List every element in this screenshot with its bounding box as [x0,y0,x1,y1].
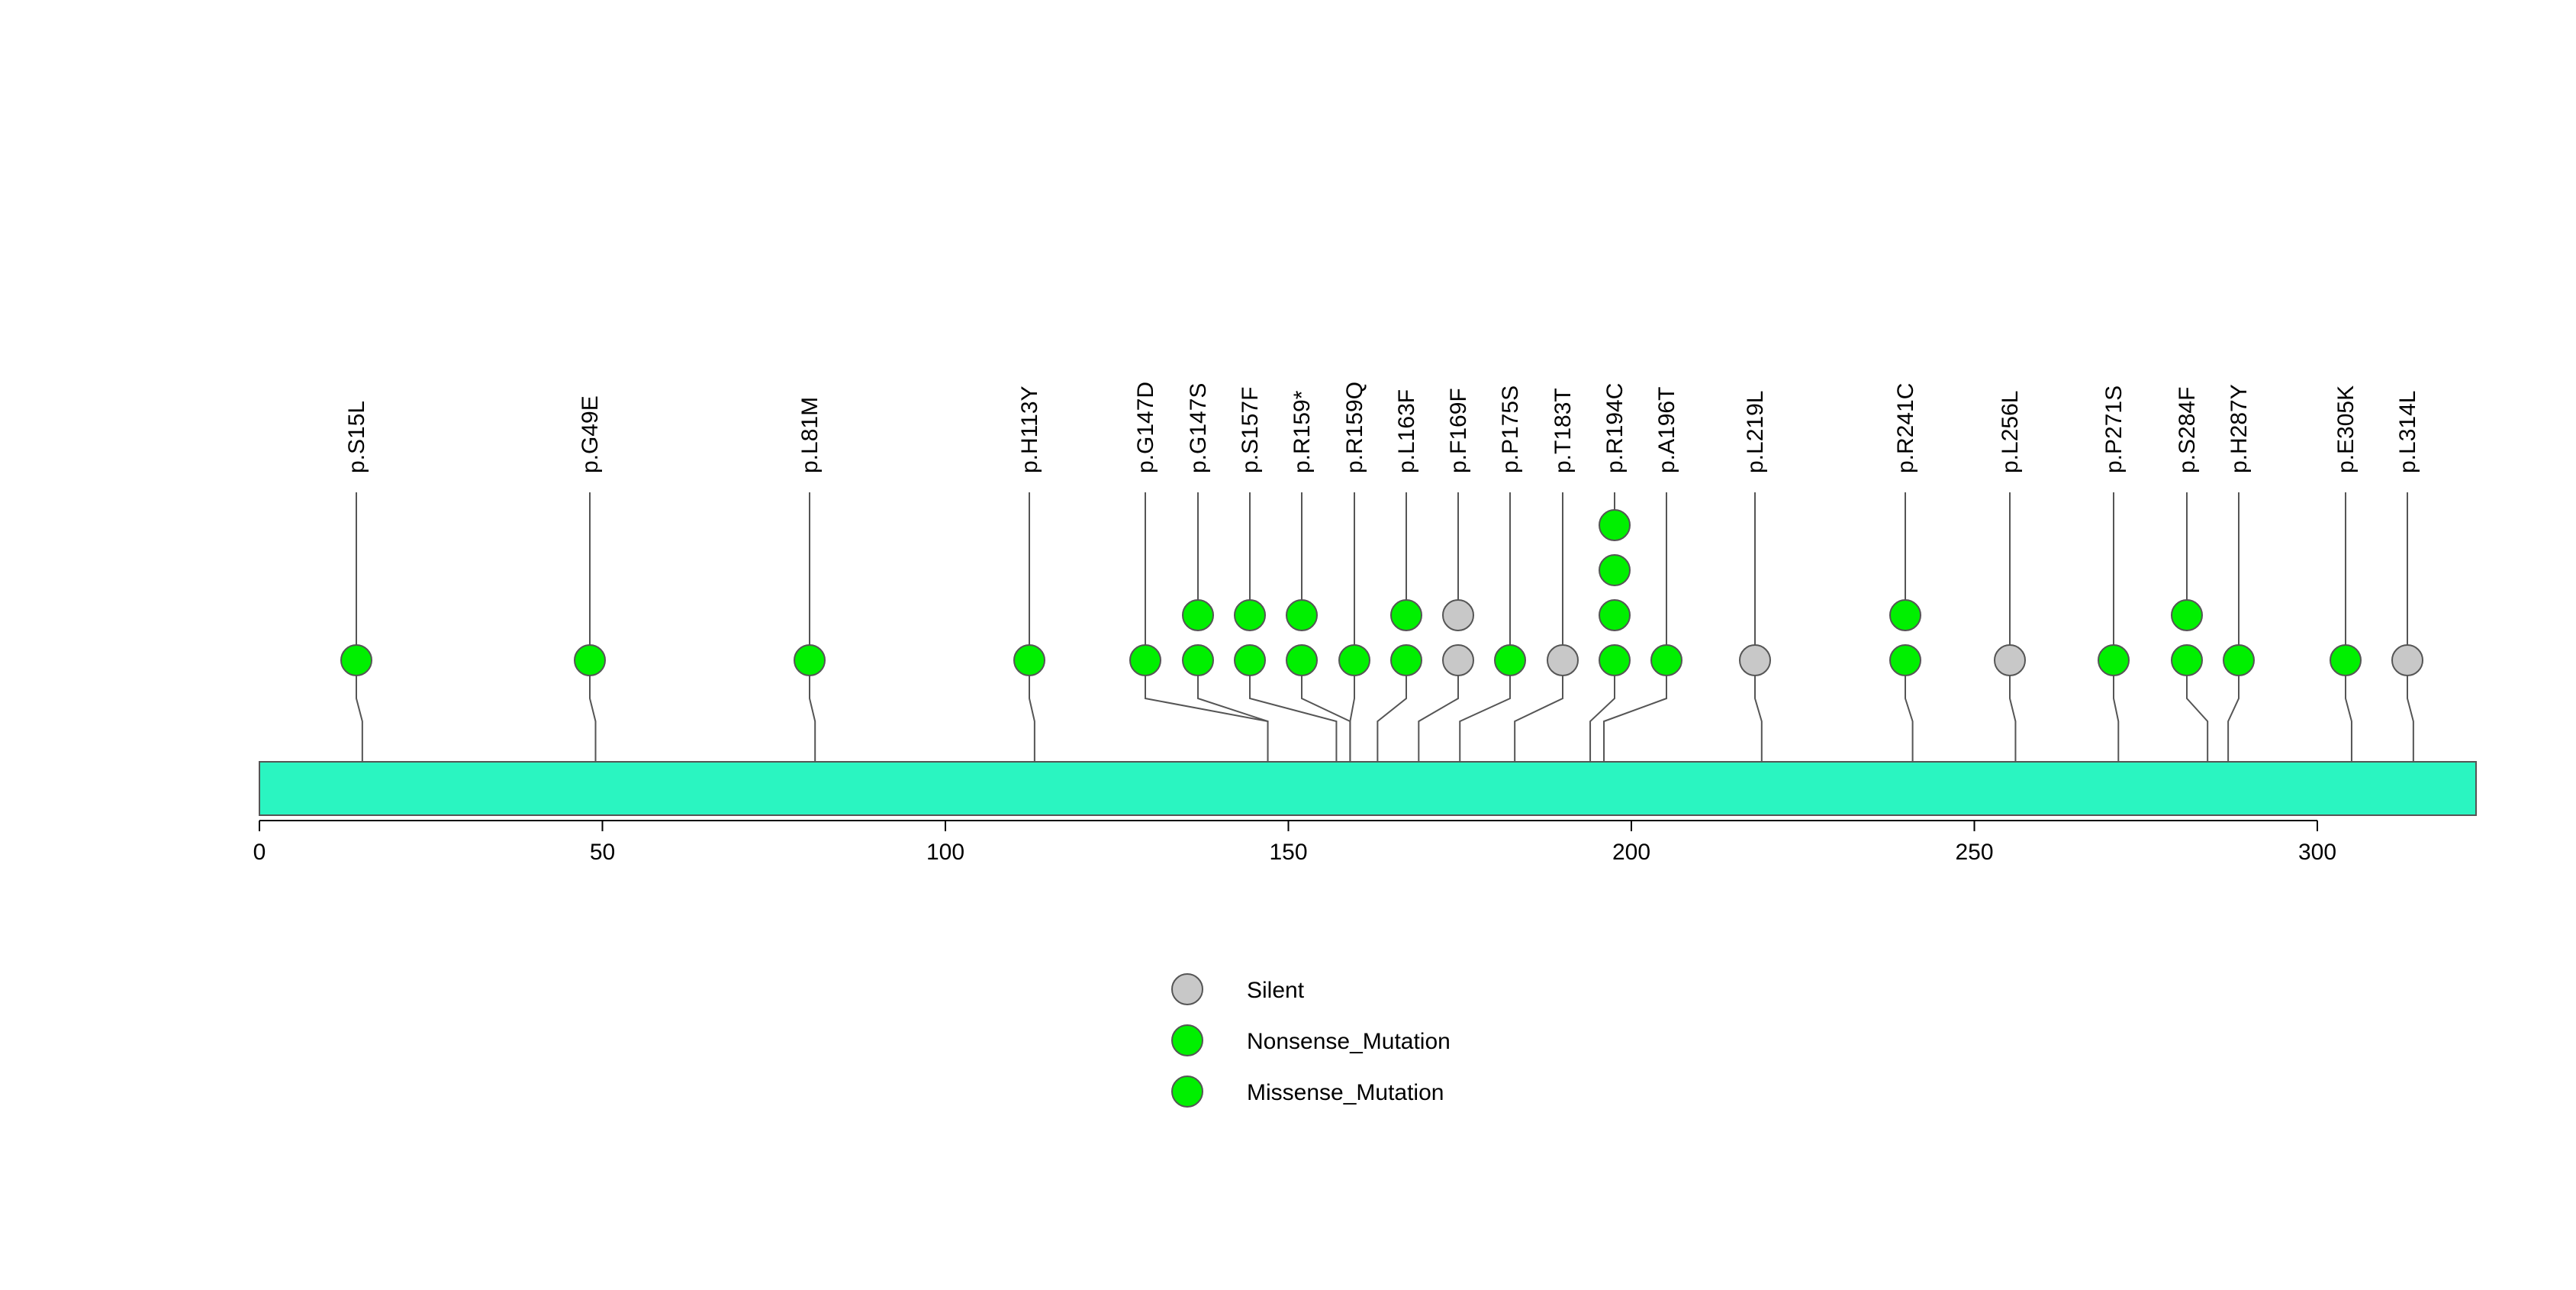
mutation-point [1994,644,2026,676]
legend-label: Missense_Mutation [1247,1080,1444,1105]
x-tick-label: 250 [1955,840,1993,865]
mutation-label: p.A196T [1654,387,1679,473]
mutation-label: p.L81M [797,397,823,473]
mutation-point [1182,644,1214,676]
mutation-point [794,644,826,676]
legend-label: Silent [1247,978,1305,1003]
mutation-point [2171,644,2203,676]
mutation-point [574,644,606,676]
mutation-label: p.P175S [1498,385,1523,473]
mutation-label: p.P271S [2101,385,2127,473]
mutation-point [1013,644,1045,676]
mutation-point [1494,644,1526,676]
mutation-point [1547,644,1579,676]
protein-bar [259,761,2477,816]
mutation-label: p.H113Y [1017,385,1042,473]
mutation-point [1234,644,1266,676]
x-tick-label: 300 [2298,840,2336,865]
mutation-label: p.T183T [1550,388,1576,473]
mutation-labels: p.S15L p.G49E p.L81M p.H113Y p.G147D p.G147S p… [344,382,2420,473]
mutation-stems [356,492,2408,660]
mutation-label: p.H287Y [2227,384,2252,473]
legend: Silent Nonsense_Mutation Missense_Mutation [1171,973,1451,1108]
mutation-label: p.R241C [1893,383,1918,473]
mutation-point [1442,644,1474,676]
x-tick-label: 0 [253,840,266,865]
mutation-point [2171,599,2203,631]
mutation-point [1286,644,1318,676]
x-tick-label: 100 [926,840,964,865]
mutation-label: p.F169F [1446,388,1471,473]
mutation-point [1650,644,1682,676]
mutation-points [340,509,2423,676]
mutation-point [2391,644,2423,676]
mutation-point [1390,599,1422,631]
mutation-label: p.L256L [1998,391,2023,473]
legend-marker [1171,1024,1203,1056]
mutation-point [1338,644,1370,676]
legend-label: Nonsense_Mutation [1247,1029,1451,1054]
mutation-label: p.S15L [344,401,369,473]
mutation-point [1182,599,1214,631]
mutation-point [1889,644,1921,676]
mutation-point [1739,644,1771,676]
mutation-label: p.E305K [2333,385,2359,473]
mutation-label: p.G147D [1133,382,1158,473]
mutation-point [340,644,372,676]
mutation-point [1599,599,1631,631]
mutation-point [2223,644,2255,676]
mutation-label: p.S157F [1238,387,1263,473]
mutation-label: p.L314L [2395,391,2420,473]
x-tick-label: 200 [1612,840,1650,865]
legend-marker [1171,1076,1203,1108]
mutation-label: p.R159Q [1342,382,1367,473]
mutation-point [1390,644,1422,676]
mutation-label: p.S284F [2175,387,2200,473]
mutation-point [1442,599,1474,631]
mutation-label: p.G49E [578,395,603,473]
mutation-label: p.G147S [1186,383,1211,473]
mutation-point [2098,644,2130,676]
mutation-point [1599,509,1631,541]
mutation-label: p.L163F [1394,389,1419,473]
mutation-point [1599,644,1631,676]
mutation-point [1889,599,1921,631]
mutation-label: p.R194C [1602,383,1628,473]
mutation-point [1234,599,1266,631]
legend-marker [1171,973,1203,1005]
mutation-point [1129,644,1161,676]
mutation-point [1599,554,1631,586]
x-tick-label: 50 [590,840,615,865]
mutation-label: p.R159* [1290,390,1315,473]
mutation-point [2330,644,2362,676]
mutation-label: p.L219L [1743,391,1768,473]
mutation-point [1286,599,1318,631]
x-axis: 0 50 100 150 200 250 300 [253,820,2336,865]
x-tick-label: 150 [1269,840,1307,865]
